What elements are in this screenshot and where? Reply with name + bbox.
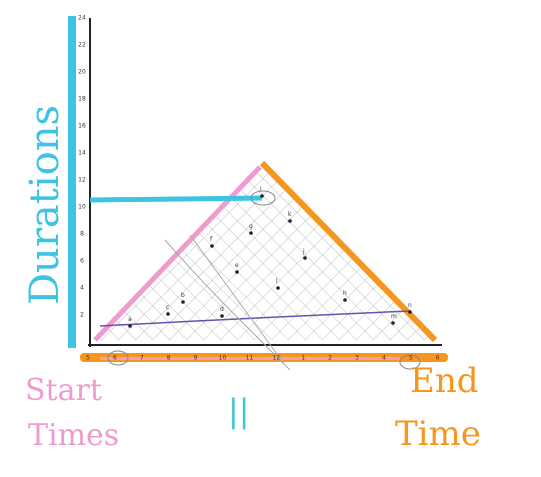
point-label: h: [343, 290, 347, 297]
x-axis-label: 9: [194, 355, 198, 362]
x-axis-label: 5: [409, 355, 413, 362]
point: [391, 321, 395, 325]
point-label: d: [220, 306, 224, 313]
y-axis-label: 24: [78, 15, 86, 22]
point-label: a: [128, 316, 132, 323]
start-label: Start: [25, 373, 102, 408]
x-axis-label: 2: [328, 355, 332, 362]
equal-sign: ||: [228, 392, 250, 430]
point: [128, 324, 132, 328]
y-axis-label: 12: [78, 177, 86, 184]
axis-label-y: Durations: [22, 105, 68, 305]
y-axis-label: 6: [80, 258, 84, 265]
y-axis-label: 2: [80, 312, 84, 319]
y-highlight: [68, 16, 76, 348]
point: [303, 256, 307, 260]
y-axis-label: 10: [78, 204, 86, 211]
circle: [107, 350, 129, 366]
y-axis-label: 16: [78, 123, 86, 130]
x-axis-label: 10: [219, 355, 227, 362]
scribble: [164, 234, 291, 371]
x-axis-label: 6: [113, 355, 117, 362]
x-axis-label: 6: [436, 355, 440, 362]
purple-line: [99, 310, 411, 327]
y-axis-label: 14: [78, 150, 86, 157]
x-axis-label: 7: [140, 355, 144, 362]
point: [235, 270, 239, 274]
x-axis-label: 1: [301, 355, 305, 362]
point-label: i: [260, 186, 262, 193]
end-label: Time: [395, 414, 481, 454]
point: [249, 231, 253, 235]
point-label: n: [408, 302, 412, 309]
start-label: Times: [28, 418, 119, 453]
x-axis-label: 4: [382, 355, 386, 362]
point: [166, 312, 170, 316]
duration-line: [89, 195, 263, 203]
point: [210, 244, 214, 248]
x-axis-label: 8: [167, 355, 171, 362]
point-label: f: [210, 236, 213, 243]
circle: [250, 190, 276, 206]
point-label: g: [249, 223, 253, 230]
y-axis-label: 22: [78, 42, 86, 49]
x-axis-label: 11: [246, 355, 254, 362]
y-axis-label: 4: [80, 285, 84, 292]
x-highlight-pink: [100, 357, 400, 360]
point: [276, 286, 280, 290]
point-label: b: [181, 292, 185, 299]
point-label: c: [166, 304, 169, 311]
point: [288, 219, 292, 223]
point-label: j: [302, 248, 305, 255]
point: [220, 314, 224, 318]
x-axis-label: 5: [86, 355, 90, 362]
point-label: m: [391, 313, 397, 320]
point-label: e: [235, 262, 239, 269]
point: [343, 298, 347, 302]
y-axis-label: 8: [80, 231, 84, 238]
triangle-fill: [95, 165, 435, 340]
end-label: End: [410, 361, 478, 401]
point-label: l: [276, 278, 278, 285]
y-axis-label: 18: [78, 96, 86, 103]
x-axis-label: 3: [355, 355, 359, 362]
point-label: k: [288, 211, 292, 218]
circle: [399, 354, 421, 370]
x-axis-label: 12: [272, 355, 280, 362]
point: [260, 194, 264, 198]
y-axis-label: 20: [78, 69, 86, 76]
point: [181, 300, 185, 304]
point: [408, 310, 412, 314]
